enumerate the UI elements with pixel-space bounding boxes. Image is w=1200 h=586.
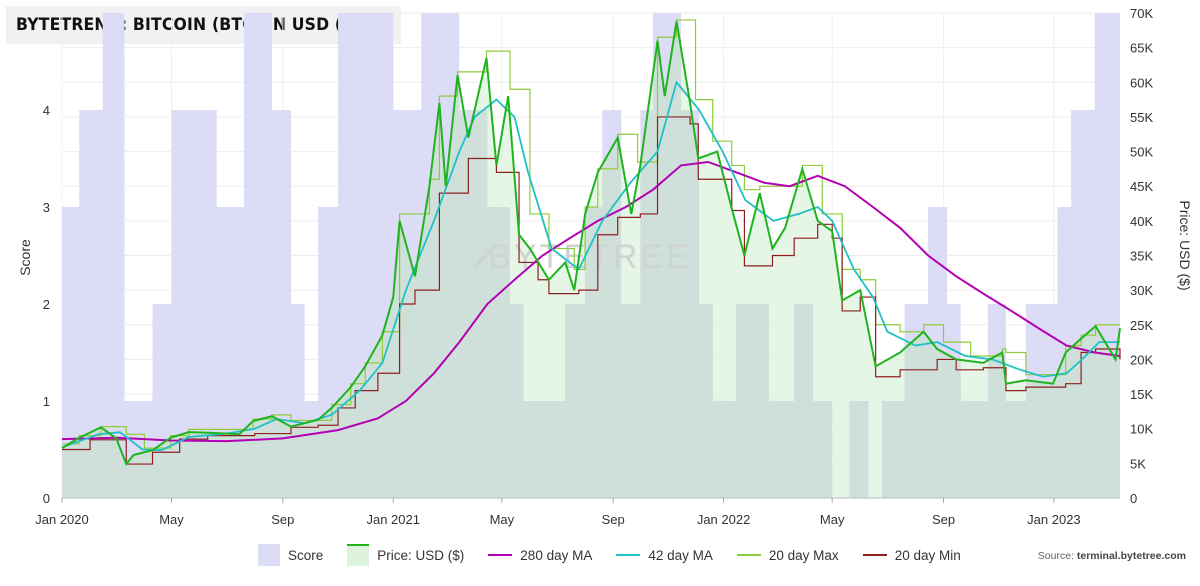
chart-canvas: BYTETREE 0 1 2 3 4 0 5K 10K 15K 20K 25K 30K 35K 40K 45… [17, 6, 1193, 527]
y-right-tick-label: 5K [1130, 456, 1146, 471]
y-right-tick-label: 30K [1130, 283, 1153, 298]
legend-swatch-max20 [736, 554, 761, 556]
price-line [61, 21, 1121, 467]
y-right-tick-label: 10K [1130, 422, 1153, 437]
legend-ma42[interactable]: 42 day MA [616, 548, 713, 563]
line-series [61, 19, 1121, 467]
legend-label-score: Score [288, 547, 324, 563]
source-prefix: Source: [1037, 550, 1074, 562]
y-right-tick-label: 65K [1130, 41, 1153, 56]
x-tick-label: May [159, 512, 184, 527]
x-tick-label: Jan 2022 [697, 512, 751, 527]
y-right-tick-label: 60K [1130, 75, 1153, 90]
legend-swatch-score [258, 544, 280, 566]
y-right-tick-label: 70K [1130, 6, 1153, 21]
max20-line [62, 19, 1120, 449]
chart-title: BYTETREND: BITCOIN (BTC) IN USD ($) [16, 15, 361, 35]
y-right-tick-label: 40K [1130, 214, 1153, 229]
y-right-axis-title: Price: USD ($) [1177, 200, 1193, 290]
y-right-tick-label: 50K [1130, 145, 1153, 160]
legend-score[interactable]: Score [258, 544, 323, 566]
watermark: BYTETREE [472, 238, 691, 276]
y-right-tick-label: 35K [1130, 249, 1153, 264]
watermark-arrow-icon [472, 248, 494, 270]
chart-title-box: BYTETREND: BITCOIN (BTC) IN USD ($) [6, 6, 401, 44]
x-tick-label: May [820, 512, 845, 527]
ma280-line [61, 160, 1121, 443]
legend-label-max20: 20 day Max [768, 547, 839, 563]
legend-label-ma42: 42 day MA [648, 547, 713, 563]
y-right-tick-label: 25K [1130, 318, 1153, 333]
legend: Score Price: USD ($) 280 day MA 42 day M… [258, 544, 985, 566]
axes: 0 1 2 3 4 0 5K 10K 15K 20K 25K 30K 35K 40K 45K 50K 55K 60… [17, 6, 1193, 527]
y-left-tick-label: 2 [43, 297, 50, 312]
y-left-axis-title: Score [17, 239, 33, 276]
ma42-line [61, 80, 1120, 452]
legend-swatch-min20 [862, 554, 887, 556]
x-tick-label: Sep [271, 512, 294, 527]
legend-label-min20: 20 day Min [894, 547, 961, 563]
legend-ma280[interactable]: 280 day MA [488, 548, 592, 563]
x-tick-label: May [490, 512, 515, 527]
y-right-tick-label: 20K [1130, 352, 1153, 367]
y-left-tick-label: 1 [43, 394, 50, 409]
y-right-tick-label: 55K [1130, 110, 1153, 125]
legend-label-price: Price: USD ($) [377, 547, 465, 563]
legend-price[interactable]: Price: USD ($) [347, 544, 464, 566]
legend-swatch-price [347, 544, 370, 566]
legend-swatch-ma42 [616, 554, 641, 556]
y-right-tick-label: 45K [1130, 179, 1153, 194]
source-link[interactable]: terminal.bytetree.com [1076, 550, 1186, 562]
y-left-tick-label: 4 [43, 103, 50, 118]
y-left-tick-label: 3 [43, 200, 50, 215]
x-tick-label: Sep [932, 512, 955, 527]
x-tick-label: Sep [602, 512, 625, 527]
legend-label-ma280: 280 day MA [520, 547, 593, 563]
watermark-text: BYTETREE [488, 238, 691, 276]
legend-max20[interactable]: 20 day Max [736, 547, 839, 563]
x-tick-label: Jan 2021 [366, 512, 420, 527]
legend-min20[interactable]: 20 day Min [862, 547, 961, 563]
y-right-tick-label: 15K [1130, 387, 1153, 402]
source-note: Source: terminal.bytetree.com [1038, 550, 1186, 562]
x-tick-label: Jan 2020 [35, 512, 89, 527]
x-tick-label: Jan 2023 [1027, 512, 1081, 527]
y-left-tick-label: 0 [43, 491, 50, 506]
y-right-tick-label: 0 [1130, 491, 1137, 506]
legend-swatch-ma280 [488, 554, 513, 556]
price-area [62, 21, 1120, 499]
